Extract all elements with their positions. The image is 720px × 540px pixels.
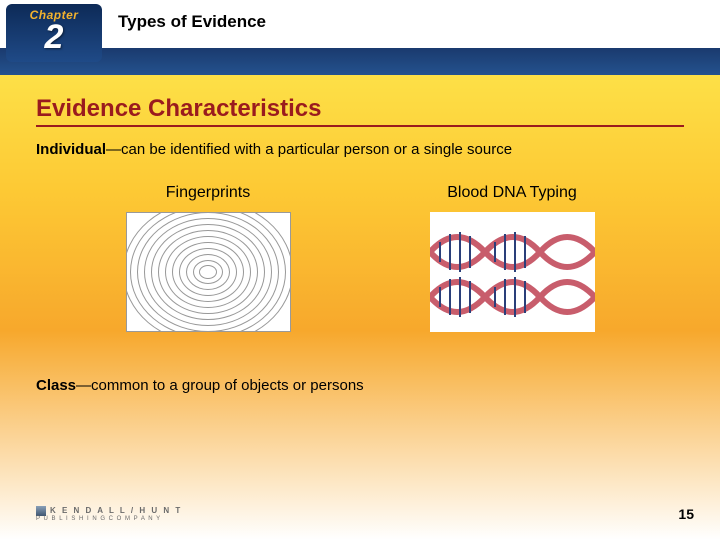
example-fingerprints: Fingerprints [126,184,291,337]
definition-individual-text: can be identified with a particular pers… [121,141,512,158]
page-number: 15 [678,506,694,522]
fingerprint-icon [126,212,291,332]
definition-class-sep: — [76,377,91,394]
definition-class-term: Class [36,377,76,394]
dna-helix-icon [430,212,595,332]
example-dna: Blood DNA Typing [430,184,595,337]
header-bar [0,48,720,75]
publisher-name-line1: K E N D A L L / H U N T [50,506,182,515]
definition-class-text: common to a group of objects or persons [91,377,364,394]
example-fingerprints-label: Fingerprints [126,184,291,202]
publisher-logo-icon [36,506,46,516]
definition-class: Class—common to a group of objects or pe… [36,377,684,394]
section-title: Evidence Characteristics [36,95,684,127]
chapter-number: 2 [6,22,102,52]
publisher-name-line2: P U B L I S H I N G C O M P A N Y [36,516,182,522]
header-title: Types of Evidence [118,12,266,32]
examples-row: Fingerprints Blood DNA Typing [36,184,684,337]
definition-individual-term: Individual [36,141,106,158]
example-dna-label: Blood DNA Typing [430,184,595,202]
chapter-badge: Chapter 2 [6,4,102,62]
definition-individual-sep: — [106,141,121,158]
definition-individual: Individual—can be identified with a part… [36,141,684,158]
publisher-logo: K E N D A L L / H U N T P U B L I S H I … [36,506,182,522]
slide-content: Evidence Characteristics Individual—can … [36,95,684,495]
